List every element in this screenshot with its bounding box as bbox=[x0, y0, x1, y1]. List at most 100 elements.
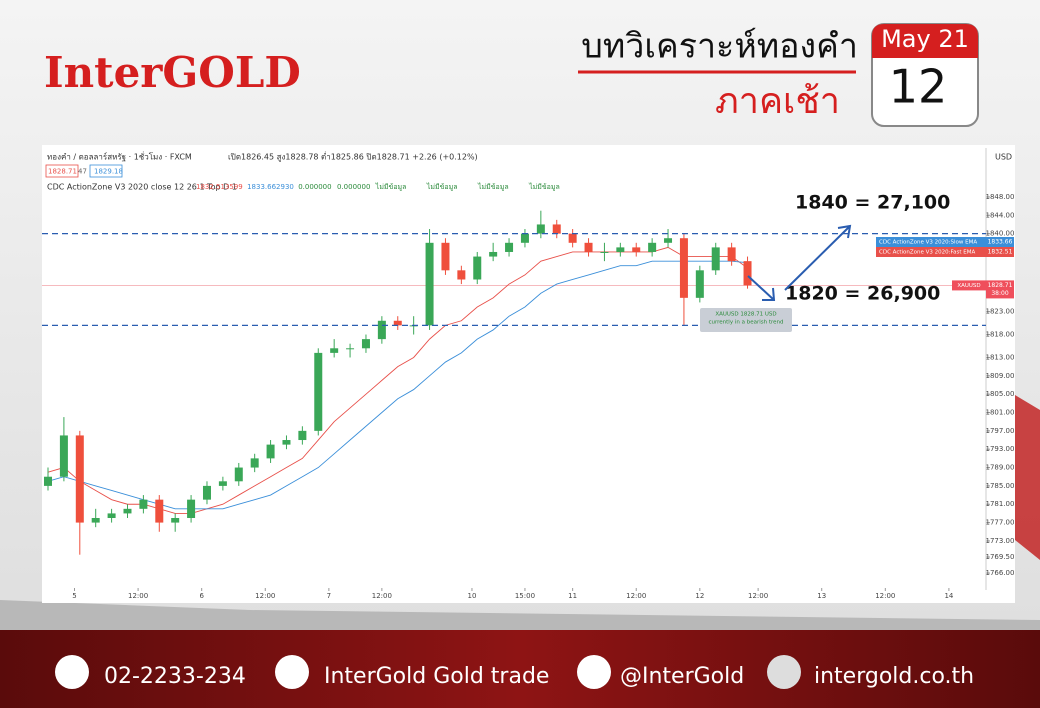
candle-body bbox=[616, 247, 625, 252]
indicator-value: ไม่มีข้อมูล bbox=[477, 182, 509, 191]
ema-tag-value bbox=[986, 237, 1014, 247]
x-tick-label: 13 bbox=[817, 592, 826, 600]
candle-body bbox=[44, 476, 52, 486]
price-tag-timer: 38:00 bbox=[991, 290, 1008, 297]
candle-body bbox=[282, 440, 291, 445]
ohlc-text: เปิด1826.45 สูง1828.78 ต่ำ1825.86 ปิด182… bbox=[228, 151, 478, 163]
ema-tag-number: 1832.51 bbox=[988, 249, 1013, 256]
candle-body bbox=[441, 242, 450, 271]
ema-tag bbox=[876, 237, 986, 247]
y-tick-label: 1766.00 bbox=[986, 569, 1015, 577]
candle-body bbox=[393, 320, 402, 326]
tooltip-text: currently in a bearish trend bbox=[708, 320, 783, 326]
candle-body bbox=[361, 339, 370, 349]
indicator-value: ไม่มีข้อมูล bbox=[375, 182, 407, 191]
indicator-value: 1833.662930 bbox=[247, 183, 294, 191]
price-tag-name-box bbox=[952, 280, 986, 291]
footer-facebook: InterGold Gold trade bbox=[324, 664, 549, 689]
candle-body bbox=[377, 320, 386, 340]
level-label: 1840 = 27,100 bbox=[795, 192, 950, 214]
candle-body bbox=[234, 467, 243, 482]
ema-tag-number: 1833.66 bbox=[988, 239, 1013, 246]
y-tick-label: 1793.00 bbox=[986, 445, 1015, 453]
tooltip-text: XAUUSD 1828.71 USD bbox=[715, 312, 776, 318]
price-tag-value: 1828.71 bbox=[988, 282, 1013, 289]
quote-value: 47 bbox=[78, 168, 87, 176]
y-tick-label: 1769.50 bbox=[986, 553, 1015, 561]
ema-tag-name: CDC ActionZone V3 2020:Fast EMA bbox=[879, 250, 976, 256]
footer-line: @InterGold bbox=[620, 664, 744, 689]
indicator-value: ไม่มีข้อมูล bbox=[426, 182, 458, 191]
indicator-value: 0.000000 bbox=[298, 183, 331, 191]
price-tag-box bbox=[986, 280, 1014, 299]
ema-line bbox=[47, 260, 748, 510]
arrow bbox=[784, 224, 852, 291]
web-icon bbox=[767, 655, 801, 689]
header-subtitle: ภาคเช้า bbox=[715, 81, 840, 122]
y-tick-label: 1809.00 bbox=[986, 372, 1015, 380]
ema-line bbox=[47, 246, 748, 514]
y-tick-label: 1789.00 bbox=[986, 464, 1015, 472]
y-tick-label: 1805.00 bbox=[986, 390, 1015, 398]
candle-body bbox=[425, 242, 434, 326]
currency: USD bbox=[995, 153, 1012, 162]
x-tick-label: 12:00 bbox=[626, 592, 646, 600]
candle-body bbox=[695, 270, 704, 298]
x-tick-label: 12:00 bbox=[748, 592, 768, 600]
candle-body bbox=[520, 233, 529, 243]
candle-body bbox=[107, 513, 116, 518]
indicator-text: CDC ActionZone V3 2020 close 12 26 1 Top… bbox=[47, 183, 237, 192]
x-tick-label: 15:00 bbox=[515, 592, 535, 600]
candle-body bbox=[568, 233, 577, 243]
candle-body bbox=[505, 242, 514, 252]
candle-body bbox=[202, 485, 211, 500]
candle-body bbox=[711, 247, 720, 271]
x-tick-label: 12:00 bbox=[128, 592, 148, 600]
y-tick-label: 1840.00 bbox=[986, 230, 1015, 238]
y-tick-label: 1844.00 bbox=[986, 211, 1015, 219]
decor bbox=[1015, 395, 1040, 560]
x-tick-label: 14 bbox=[944, 592, 953, 600]
arrow bbox=[747, 275, 776, 301]
candle-body bbox=[346, 348, 355, 350]
candle-body bbox=[664, 238, 673, 243]
x-tick-label: 5 bbox=[72, 592, 76, 600]
x-tick-label: 6 bbox=[199, 592, 204, 600]
y-tick-label: 1823.00 bbox=[986, 308, 1015, 316]
header-title: บทวิเคราะห์ทองคำ bbox=[581, 27, 858, 67]
quote-value: 1829.18 bbox=[94, 168, 123, 176]
y-tick-label: 1848.00 bbox=[986, 193, 1015, 201]
brand: InterGOLD bbox=[44, 48, 301, 97]
footer-web: intergold.co.th bbox=[814, 664, 974, 689]
candle-body bbox=[536, 224, 545, 234]
calendar-day: 12 bbox=[889, 60, 948, 114]
x-tick-label: 12:00 bbox=[255, 592, 275, 600]
ema-tag bbox=[876, 247, 986, 257]
facebook-icon bbox=[275, 655, 309, 689]
x-tick-label: 7 bbox=[327, 592, 331, 600]
footer-phone: 02-2233-234 bbox=[104, 664, 246, 689]
y-tick-label: 1801.00 bbox=[986, 409, 1015, 417]
y-tick-label: 1797.00 bbox=[986, 427, 1015, 435]
x-tick-label: 12:00 bbox=[372, 592, 392, 600]
candle-body bbox=[314, 352, 323, 431]
candle-body bbox=[298, 430, 307, 441]
ema-tag-value bbox=[986, 247, 1014, 257]
candle-body bbox=[727, 247, 736, 262]
quote-box bbox=[45, 164, 79, 178]
x-tick-label: 10 bbox=[467, 592, 476, 600]
candle-body bbox=[75, 435, 84, 523]
quote-value: 1828.71 bbox=[48, 168, 77, 176]
candle-body bbox=[600, 251, 609, 253]
candle-body bbox=[171, 518, 180, 523]
candle-body bbox=[59, 435, 68, 477]
tooltip bbox=[700, 308, 792, 332]
candle-body bbox=[155, 499, 164, 523]
indicator-value: ไม่มีข้อมูล bbox=[528, 182, 560, 191]
price-tag-name: XAUUSD bbox=[957, 283, 980, 289]
indicator-value: 0.000000 bbox=[337, 183, 370, 191]
candle-body bbox=[187, 499, 196, 518]
candle-body bbox=[473, 256, 482, 280]
y-tick-label: 1777.00 bbox=[986, 519, 1015, 527]
